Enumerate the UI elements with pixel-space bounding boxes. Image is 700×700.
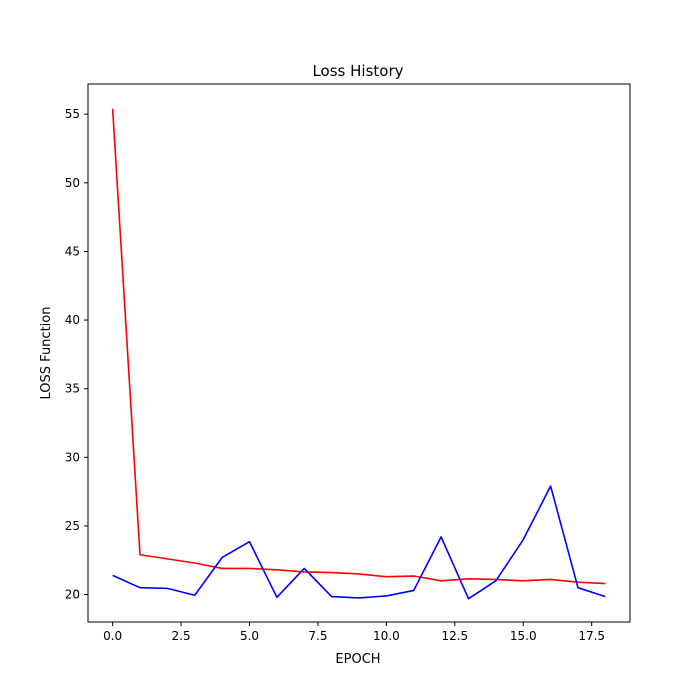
x-tick-label: 2.5 [172, 629, 191, 643]
plot-frame [87, 83, 631, 623]
y-tick-label: 20 [65, 588, 80, 602]
y-tick-label: 25 [65, 519, 80, 533]
chart-title: Loss History [312, 62, 403, 80]
x-tick-label: 7.5 [308, 629, 327, 643]
y-tick-label: 45 [65, 244, 80, 258]
series-line-2 [112, 485, 606, 600]
y-tick-label: 55 [65, 107, 80, 121]
x-tick-label: 0.0 [103, 629, 122, 643]
x-tick-label: 10.0 [373, 629, 400, 643]
y-tick-label: 50 [65, 176, 80, 190]
y-tick-label: 30 [65, 450, 80, 464]
x-tick-label: 15.0 [510, 629, 537, 643]
x-tick-label: 5.0 [240, 629, 259, 643]
y-tick-label: 40 [65, 313, 80, 327]
x-axis-label: EPOCH [335, 652, 380, 667]
x-axis-ticks: 0.0 2.5 5.0 7.5 10.0 12.5 15.0 17.5 [103, 622, 605, 643]
x-tick-label: 12.5 [441, 629, 468, 643]
x-tick-label: 17.5 [578, 629, 605, 643]
y-axis-label: LOSS Function [39, 307, 54, 400]
y-tick-label: 35 [65, 382, 80, 396]
series-layer [111, 108, 606, 600]
series-line-1 [111, 108, 606, 585]
y-axis-ticks: 20 25 30 35 40 45 50 55 [65, 107, 88, 602]
